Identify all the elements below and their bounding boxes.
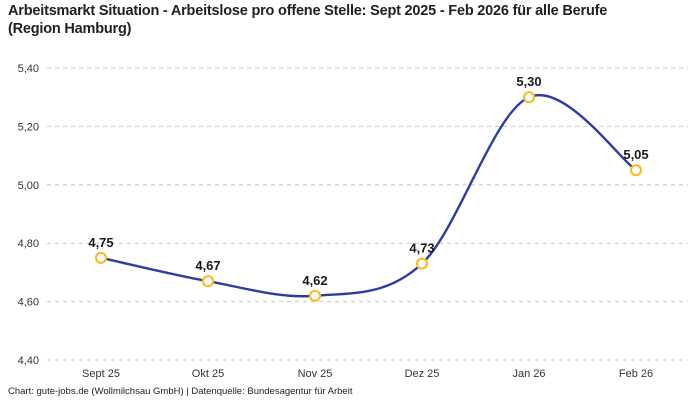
data-point-marker (94, 251, 108, 264)
data-point-label: 4,73 (409, 241, 434, 256)
chart-credit: Chart: gute-jobs.de (Wollmilchsau GmbH) … (8, 386, 353, 397)
y-axis-tick-label: 5,20 (18, 121, 39, 133)
x-axis-tick-label: Sept 25 (82, 368, 120, 380)
data-point-label: 4,62 (302, 273, 327, 288)
x-axis-tick-label: Jan 26 (512, 368, 545, 380)
series-line (99, 93, 638, 298)
x-axis-tick-label: Nov 25 (298, 368, 333, 380)
y-axis-tick-label: 5,00 (18, 180, 39, 192)
data-point-label: 5,05 (623, 147, 648, 162)
y-axis-tick-label: 5,40 (18, 63, 39, 75)
data-point-marker (201, 275, 215, 288)
y-axis-tick-label: 4,40 (18, 355, 39, 367)
data-point-marker (308, 289, 322, 302)
y-axis-tick-label: 4,80 (18, 238, 39, 250)
x-axis-tick-label: Feb 26 (619, 368, 653, 380)
x-axis-tick-label: Dez 25 (405, 368, 440, 380)
data-point-label: 4,67 (195, 258, 220, 273)
data-point-marker (415, 257, 429, 270)
data-point-marker (522, 91, 536, 104)
chart-title: Arbeitsmarkt Situation - Arbeitslose pro… (8, 3, 608, 37)
y-axis-tick-label: 4,60 (18, 297, 39, 309)
x-axis-tick-label: Okt 25 (192, 368, 224, 380)
data-point-label: 5,30 (516, 74, 541, 89)
data-point-marker (629, 164, 643, 177)
data-point-label: 4,75 (88, 235, 113, 250)
